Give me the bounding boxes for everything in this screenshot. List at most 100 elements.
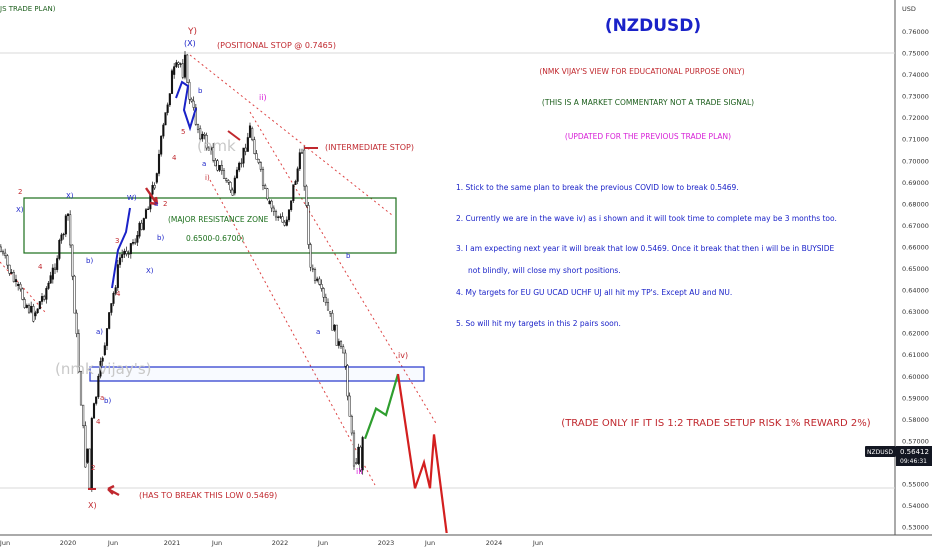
candle-body	[75, 312, 78, 334]
wave-label-x-top: (X)	[184, 39, 196, 48]
candle-body	[344, 352, 347, 367]
impulse-highlights	[111, 80, 197, 289]
projection-up-path	[363, 373, 400, 440]
candle-body	[90, 418, 93, 489]
price-tick-label: 0.60000	[902, 373, 929, 381]
candle-body	[14, 279, 18, 282]
svg-text:X): X)	[146, 267, 154, 275]
candle-body	[294, 181, 297, 185]
candle-body	[177, 62, 180, 65]
svg-text:X): X)	[66, 192, 74, 200]
candle-body	[60, 234, 63, 241]
svg-text:3: 3	[115, 237, 119, 245]
last-price-badge: NZDUSD 0.56412 09:46:31	[865, 446, 932, 466]
candle-body	[8, 264, 11, 274]
candle-body	[92, 403, 96, 419]
candle-body	[105, 328, 109, 346]
arrow-left-icon	[107, 484, 120, 497]
svg-text:b: b	[346, 252, 351, 260]
candle-body	[240, 162, 243, 165]
svg-text:a: a	[100, 394, 104, 402]
svg-text:2: 2	[91, 464, 95, 472]
disclaimer-educational: (NMK VIJAY'S VIEW FOR EDUCATIONAL PURPOS…	[539, 67, 744, 76]
candle-body	[331, 312, 334, 331]
candle-body	[53, 267, 57, 270]
candle-body	[290, 200, 293, 210]
watermark: (nmk vijay's)	[55, 360, 152, 378]
commentary-notes: 1. Stick to the same plan to break the p…	[456, 183, 837, 328]
candle-body	[179, 63, 182, 65]
note-2: 2. Currently we are in the wave iv) as i…	[456, 214, 837, 223]
candle-body	[329, 311, 332, 314]
disclaimer-updated: (UPDATED FOR THE PREVIOUS TRADE PLAN)	[565, 132, 731, 141]
candle-body	[166, 104, 169, 113]
price-tick-label: 0.64000	[902, 287, 929, 295]
candle-body	[125, 250, 128, 254]
candle-body	[216, 160, 219, 171]
candle-body	[110, 303, 113, 313]
note-1: 1. Stick to the same plan to break the p…	[456, 183, 739, 192]
candle-body	[188, 81, 191, 100]
candle-body	[214, 160, 217, 167]
candle-body	[253, 139, 256, 154]
candle-body	[30, 306, 33, 313]
minor-wave-numbers: 2 2 3 4 4 2 4 a i) 5 4	[18, 128, 210, 472]
candle-body	[0, 246, 2, 252]
candle-body	[268, 200, 271, 205]
symbol-badge-bg	[865, 446, 896, 457]
note-3: 3. I am expecting next year it will brea…	[456, 244, 835, 253]
candle-body	[58, 240, 61, 259]
price-tick-label: 0.58000	[902, 416, 929, 424]
positional-stop-label: (POSITIONAL STOP @ 0.7465)	[217, 41, 336, 50]
time-axis: Jun 2020 Jun 2021 Jun 2022 Jun 2023 Jun 2024 Jun	[0, 534, 932, 547]
candle-body	[153, 185, 156, 189]
candle-body	[112, 292, 115, 304]
time-tick-label: 2020	[60, 539, 77, 547]
candle-body	[270, 200, 273, 209]
candle-body	[173, 66, 176, 75]
candle-body	[99, 361, 102, 377]
price-tick-label: 0.74000	[902, 71, 929, 79]
candle-body	[257, 159, 260, 163]
candle-body	[69, 214, 72, 246]
candle-body	[207, 147, 210, 151]
candle-body	[261, 169, 265, 186]
currency-label: USD	[902, 5, 916, 13]
projection-down-path	[396, 373, 448, 533]
candle-body	[335, 324, 338, 346]
candle-body	[246, 137, 249, 152]
wave-iv-zone-box	[89, 366, 425, 382]
candle-body	[25, 305, 28, 308]
candle-body	[77, 333, 80, 373]
candle-body	[192, 100, 195, 108]
candle-body	[244, 147, 247, 152]
candle-body	[305, 185, 308, 206]
svg-text:i): i)	[205, 174, 210, 182]
candle-body	[86, 448, 89, 463]
candle-body	[313, 269, 317, 281]
price-tick-label: 0.54000	[902, 502, 929, 510]
svg-text:b): b)	[86, 257, 93, 265]
resistance-zone-box	[23, 197, 397, 254]
candle-body	[27, 305, 31, 313]
price-tick-label: 0.73000	[902, 93, 929, 101]
candle-body	[220, 164, 223, 171]
candle-body	[66, 213, 70, 217]
candle-body	[277, 216, 280, 218]
wave-label-iv: iv)	[398, 351, 408, 360]
price-tick-label: 0.55000	[902, 481, 929, 489]
candle-body	[298, 152, 301, 170]
candle-body	[324, 297, 327, 303]
candle-body	[264, 185, 267, 189]
candle-body	[40, 296, 44, 302]
candle-body	[121, 254, 124, 258]
note-5: 5. So will hit my targets in this 2 pair…	[456, 319, 621, 328]
candle-body	[248, 125, 252, 138]
candle-body	[123, 250, 126, 255]
candle-body	[339, 341, 343, 347]
candle-body	[79, 371, 83, 406]
candle-body	[233, 177, 236, 194]
candle-body	[225, 178, 228, 181]
